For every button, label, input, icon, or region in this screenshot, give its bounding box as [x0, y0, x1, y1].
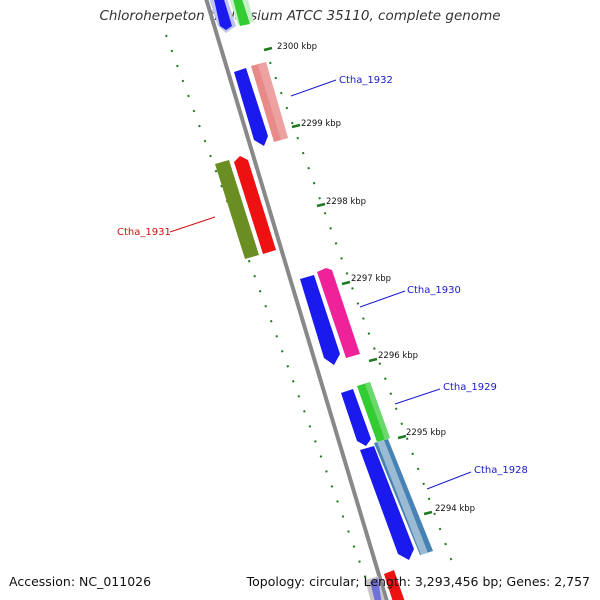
gene-ctha-1932[interactable]	[234, 62, 288, 146]
gene-ctha-1930[interactable]	[300, 268, 360, 365]
label-ctha-1931[interactable]: Ctha_1931	[117, 227, 171, 238]
gene-ctha-1929[interactable]	[341, 382, 390, 446]
gene-labels: Ctha_1932 Ctha_1931 Ctha_1930 Ctha_1929 …	[117, 75, 528, 490]
label-ctha-1929[interactable]: Ctha_1929	[443, 382, 497, 393]
tick-label-2298: 2298 kbp	[326, 197, 366, 207]
accession-text: Accession: NC_011026	[9, 574, 152, 589]
label-ctha-1928[interactable]: Ctha_1928	[474, 465, 528, 476]
tick-label-2296: 2296 kbp	[378, 351, 418, 361]
genome-stats-text: Topology: circular; Length: 3,293,456 bp…	[246, 574, 590, 589]
label-ctha-1930[interactable]: Ctha_1930	[407, 285, 461, 296]
feature-top-partial[interactable]	[208, 0, 254, 33]
tick-label-2300: 2300 kbp	[277, 42, 317, 52]
gene-ctha-1931[interactable]	[215, 156, 276, 259]
dotted-track-outer	[269, 61, 456, 571]
tick-label-2299: 2299 kbp	[301, 119, 341, 129]
tick-label-2295: 2295 kbp	[406, 428, 446, 438]
tick-label-2297: 2297 kbp	[351, 274, 391, 284]
gene-ctha-1928[interactable]	[360, 439, 433, 560]
kbp-ticks: 2300 kbp 2299 kbp 2298 kbp 2297 kbp 2296…	[263, 42, 475, 516]
map-title: Chloroherpeton thalassium ATCC 35110, co…	[99, 8, 501, 24]
genome-backbone	[204, 0, 389, 600]
label-ctha-1932[interactable]: Ctha_1932	[339, 75, 393, 86]
feature-bottom-partial[interactable]	[365, 570, 406, 600]
tick-label-2294: 2294 kbp	[435, 504, 475, 514]
